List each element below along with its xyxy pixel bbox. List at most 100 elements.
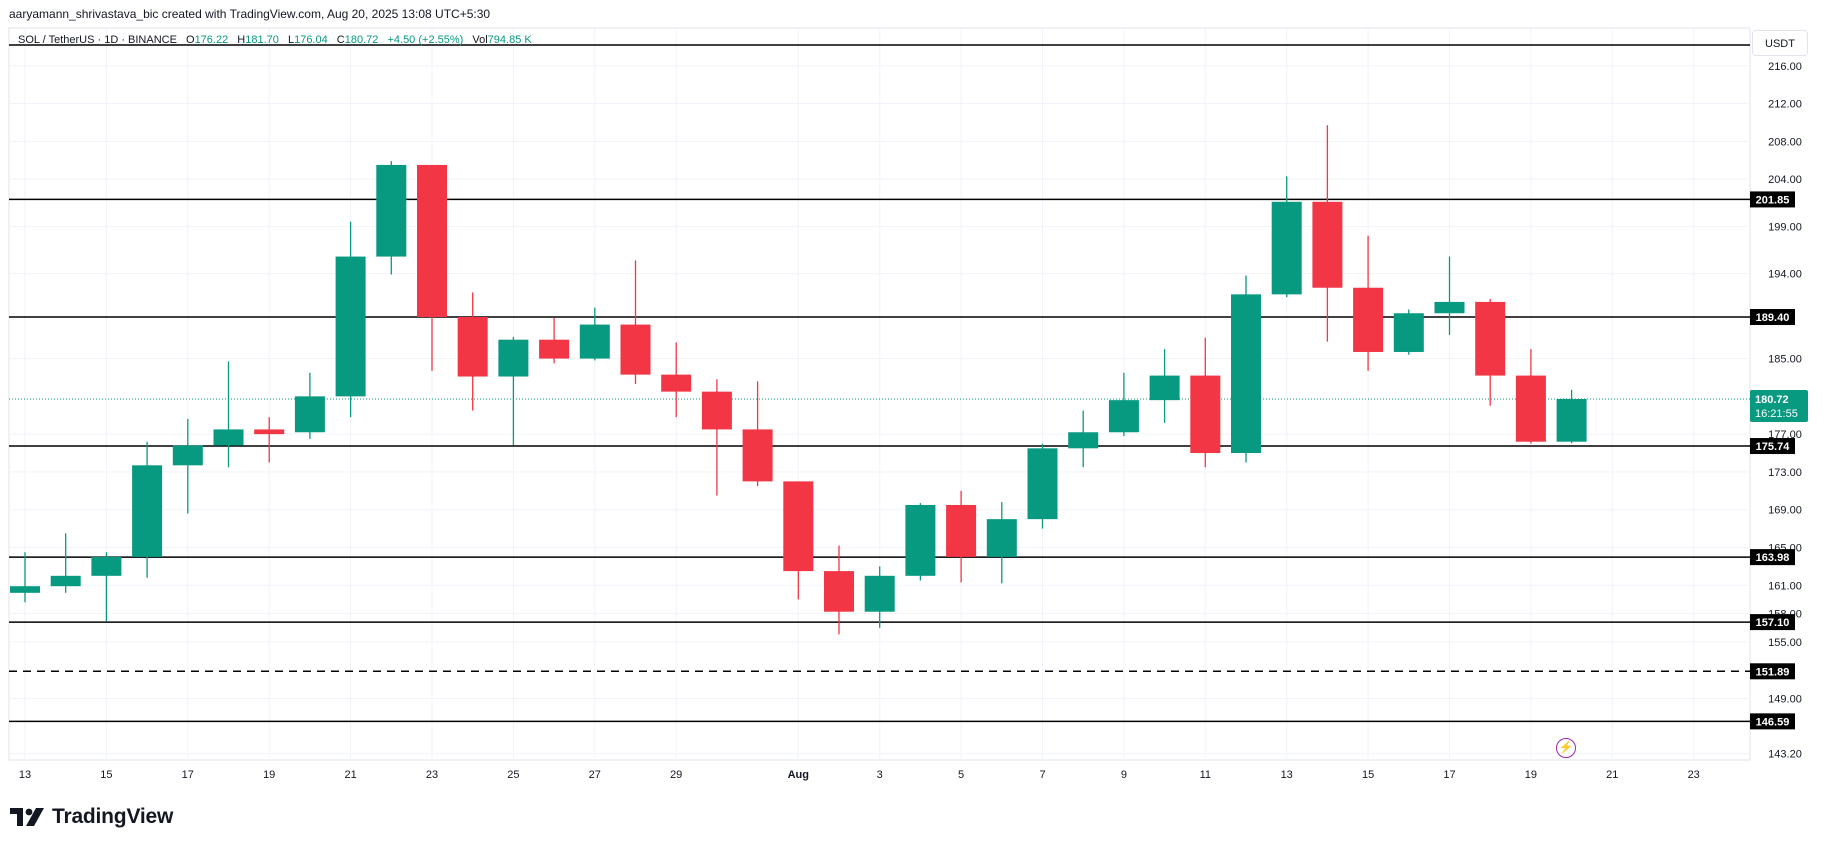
time-tick-label: 29 — [670, 769, 682, 781]
price-axis[interactable]: 216.00 212.00 208.00 204.00 199.00 194.00 185.… — [1750, 61, 1808, 761]
level-price-badge — [1750, 614, 1795, 631]
time-tick-label: 23 — [1688, 769, 1700, 781]
level-price-badge — [1750, 663, 1795, 680]
time-tick-label: 23 — [426, 769, 438, 781]
candle-up — [335, 256, 366, 397]
candle-up — [213, 429, 244, 446]
time-tick-label: 19 — [263, 769, 275, 781]
price-tick-label: 143.20 — [1768, 748, 1802, 760]
price-tick-label: 199.00 — [1768, 221, 1802, 233]
candle-up — [132, 465, 163, 557]
legend-volume-value: 794.85 K — [487, 34, 532, 46]
level-price-badge — [1750, 191, 1795, 208]
legend-low-label: L — [287, 34, 295, 46]
level-price-label: 189.40 — [1756, 312, 1790, 324]
legend-close-label: C — [336, 34, 345, 46]
time-tick-label: 15 — [100, 769, 112, 781]
time-tick-label: 25 — [507, 769, 519, 781]
candle-down — [701, 391, 732, 430]
price-tick-label: 161.00 — [1768, 580, 1802, 592]
candle-down — [417, 164, 447, 318]
price-tick-label: 194.00 — [1768, 269, 1802, 281]
chart-credit: aaryamann_shrivastava_bic created with T… — [9, 7, 491, 21]
countdown-label: 16:21:55 — [1755, 408, 1798, 420]
legend-high-label: H — [237, 34, 246, 46]
symbol-legend: SOL / TetherUS · 1D · BINANCE O176.22 H1… — [18, 34, 532, 46]
candle-down — [1475, 301, 1506, 376]
time-tick-label: 17 — [1443, 769, 1455, 781]
lightning-icon[interactable]: ⚡ — [1556, 738, 1576, 758]
price-tick-label: 212.00 — [1768, 99, 1802, 111]
time-tick-label: 19 — [1525, 769, 1537, 781]
level-price-badge — [1750, 438, 1795, 455]
price-tick-label: 208.00 — [1768, 136, 1802, 148]
candle-up — [498, 339, 529, 377]
candle-up — [1434, 301, 1465, 314]
legend-volume-label: Vol — [472, 34, 488, 46]
price-tick-label: 169.00 — [1768, 505, 1802, 517]
level-price-label: 175.74 — [1756, 441, 1791, 453]
currency-button[interactable]: USDT — [1752, 30, 1808, 56]
price-tick-label: 216.00 — [1768, 61, 1802, 73]
price-tick-label: 173.00 — [1768, 467, 1802, 479]
candle-down — [742, 429, 773, 482]
candle-down — [620, 324, 651, 375]
candle-down — [1353, 287, 1384, 352]
time-tick-label: 11 — [1200, 769, 1211, 781]
legend-high-value: 181.70 — [245, 34, 279, 46]
level-price-label: 157.10 — [1756, 617, 1790, 629]
candle-down — [539, 339, 570, 359]
candle-up — [1068, 432, 1099, 449]
time-tick-label: 9 — [1121, 769, 1127, 781]
candle-up — [91, 556, 122, 576]
level-price-label: 163.98 — [1756, 552, 1790, 564]
candle-down — [1515, 375, 1546, 442]
candle-up — [1149, 375, 1180, 401]
level-price-badge — [1750, 549, 1795, 566]
legend-low-value: 176.04 — [294, 34, 328, 46]
legend-close-value: 180.72 — [344, 34, 379, 46]
candle-up — [10, 586, 40, 593]
time-axis[interactable]: 13 15 17 19 21 23 25 27 29 Aug 3 5 7 9 11 13 15 17 19 21 23 — [19, 769, 1700, 781]
legend-change: +4.50 (+2.55%) — [387, 34, 464, 46]
candle-down — [1312, 201, 1343, 288]
time-tick-label: 17 — [182, 769, 194, 781]
candle-down — [661, 374, 692, 392]
candle-up — [1231, 294, 1261, 454]
grid — [8, 27, 1751, 761]
last-price-label: 180.72 — [1755, 394, 1789, 406]
candle-down — [946, 504, 977, 557]
time-tick-label: 7 — [1039, 769, 1045, 781]
time-tick-label: 15 — [1362, 769, 1374, 781]
candle-up — [1393, 313, 1424, 352]
legend-symbol: SOL / TetherUS · 1D · BINANCE — [18, 34, 177, 46]
brand-name: TradingView — [52, 805, 174, 828]
time-tick-label: 13 — [19, 769, 31, 781]
candle-down — [824, 571, 854, 612]
candle-up — [1027, 448, 1058, 520]
time-tick-label: 27 — [589, 769, 601, 781]
candle-up — [905, 504, 936, 576]
time-tick-label: 21 — [344, 769, 356, 781]
candles — [10, 125, 1587, 635]
candle-up — [864, 575, 895, 612]
tradingview-logo: TradingView — [10, 805, 173, 829]
price-tick-label: 204.00 — [1768, 174, 1802, 186]
last-price-badge — [1750, 390, 1808, 423]
time-tick-label: 21 — [1606, 769, 1618, 781]
legend-open-value: 176.22 — [194, 34, 229, 46]
candle-up — [579, 324, 610, 359]
time-tick-label: Aug — [788, 769, 809, 781]
candle-up — [1108, 400, 1139, 433]
horizontal-levels — [9, 44, 1750, 723]
candle-up — [50, 575, 81, 587]
candle-up — [1556, 399, 1587, 442]
time-tick-label: 5 — [958, 769, 964, 781]
price-tick-label: 185.00 — [1768, 354, 1802, 366]
candle-down — [783, 481, 814, 572]
time-tick-label: 3 — [877, 769, 883, 781]
level-price-label: 201.85 — [1756, 194, 1790, 206]
level-price-badge — [1750, 309, 1795, 326]
time-tick-label: 13 — [1281, 769, 1293, 781]
